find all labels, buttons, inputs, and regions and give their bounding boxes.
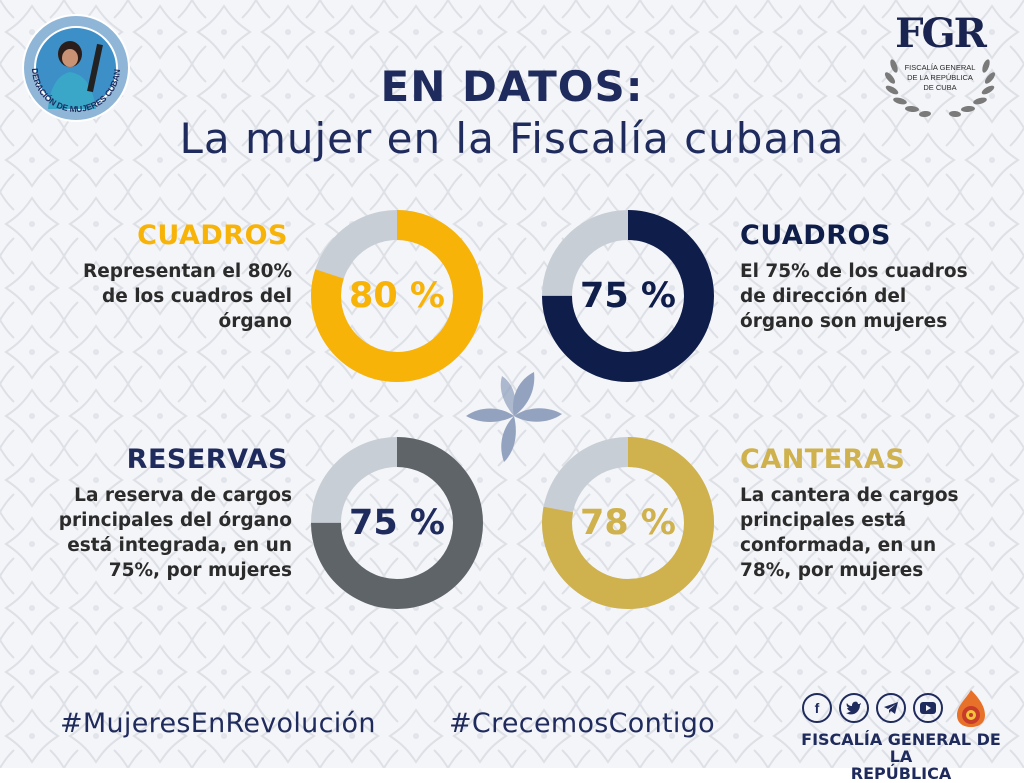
hashtag-mujeres-en-revolucion: #MujeresEnRevolución xyxy=(60,708,376,739)
donut-percent: 75 % xyxy=(349,503,445,543)
donut-percent: 75 % xyxy=(580,276,676,316)
donut-cuadros-2: 75 % xyxy=(542,210,714,382)
footer-line1: FISCALÍA GENERAL DE LA xyxy=(801,730,1001,766)
stat-line: La reserva de cargos xyxy=(74,485,292,506)
page-subtitle: La mujer en la Fiscalía cubana xyxy=(179,114,845,163)
youtube-icon[interactable] xyxy=(913,693,943,723)
flower-ornament-icon xyxy=(466,372,562,462)
donut-canteras: 78 % xyxy=(542,437,714,609)
stat-heading-cuadros-2: CUADROS xyxy=(740,220,891,251)
donut-arc xyxy=(311,437,483,609)
stat-line: principales del órgano xyxy=(58,510,292,531)
donut-percent: 80 % xyxy=(349,276,445,316)
fgr-flame-logo-icon xyxy=(957,690,985,727)
donut-ring xyxy=(311,210,483,382)
fmc-seal-icon: FEDERACIÓN DE MUJERES CUBANAS xyxy=(19,6,130,122)
donut-reservas: 75 % xyxy=(311,437,483,609)
facebook-icon[interactable]: f xyxy=(802,693,832,723)
stat-line: conformada, en un xyxy=(740,535,937,556)
stat-line: principales está xyxy=(740,510,907,531)
stat-description-canteras: La cantera de cargos principales está co… xyxy=(740,483,1020,583)
stat-line: está integrada, en un xyxy=(67,535,292,556)
stat-heading-reservas: RESERVAS xyxy=(126,444,288,475)
fmc-seal: FEDERACIÓN DE MUJERES CUBANAS xyxy=(19,6,130,122)
telegram-icon[interactable] xyxy=(876,693,906,723)
stat-description-cuadros-1: Representan el 80% de los cuadros del ór… xyxy=(30,259,292,334)
donut-ring xyxy=(311,437,483,609)
donut-ring xyxy=(542,437,714,609)
stat-line: órgano xyxy=(218,311,292,332)
stat-line: órgano son mujeres xyxy=(740,311,948,332)
fgr-emblem: FGR FISCALÍA GENERAL DE LA REPÚBLICA DE … xyxy=(880,12,1000,122)
twitter-icon[interactable] xyxy=(839,693,869,723)
stat-line: de los cuadros del xyxy=(101,286,292,307)
stat-heading-canteras: CANTERAS xyxy=(740,444,906,475)
stat-line: Representan el 80% xyxy=(83,261,292,282)
donut-arc xyxy=(311,210,483,382)
stat-line: La cantera de cargos xyxy=(740,485,959,506)
page-title: EN DATOS: xyxy=(380,62,644,111)
stat-line: 78%, por mujeres xyxy=(740,560,924,581)
fgr-line2: DE LA REPÚBLICA xyxy=(907,73,973,82)
donut-arc xyxy=(542,437,714,609)
stat-line: El 75% de los cuadros xyxy=(740,261,968,282)
stat-description-cuadros-2: El 75% de los cuadros de dirección del ó… xyxy=(740,259,1020,334)
stat-line: 75%, por mujeres xyxy=(108,560,292,581)
telegram-plane-glyph xyxy=(884,702,898,714)
donut-percent: 78 % xyxy=(580,503,676,543)
fgr-line1: FISCALÍA GENERAL xyxy=(905,63,976,72)
hashtag-crecemos-contigo: #CrecemosContigo xyxy=(449,708,715,739)
donut-cuadros-1: 80 % xyxy=(311,210,483,382)
stat-description-reservas: La reserva de cargos principales del órg… xyxy=(20,483,292,583)
donut-arc xyxy=(542,210,714,382)
youtube-play-glyph xyxy=(920,702,936,714)
footer-organization: FISCALÍA GENERAL DE LA REPÚBLICA xyxy=(796,731,1006,782)
fgr-emblem-icon: FISCALÍA GENERAL DE LA REPÚBLICA DE CUBA xyxy=(884,59,996,118)
twitter-bird-glyph xyxy=(846,701,861,715)
fgr-line3: DE CUBA xyxy=(923,83,956,92)
stat-heading-cuadros-1: CUADROS xyxy=(137,220,288,251)
fgr-mark: FGR xyxy=(895,10,987,57)
stat-line: de dirección del xyxy=(740,286,907,307)
donut-ring xyxy=(542,210,714,382)
